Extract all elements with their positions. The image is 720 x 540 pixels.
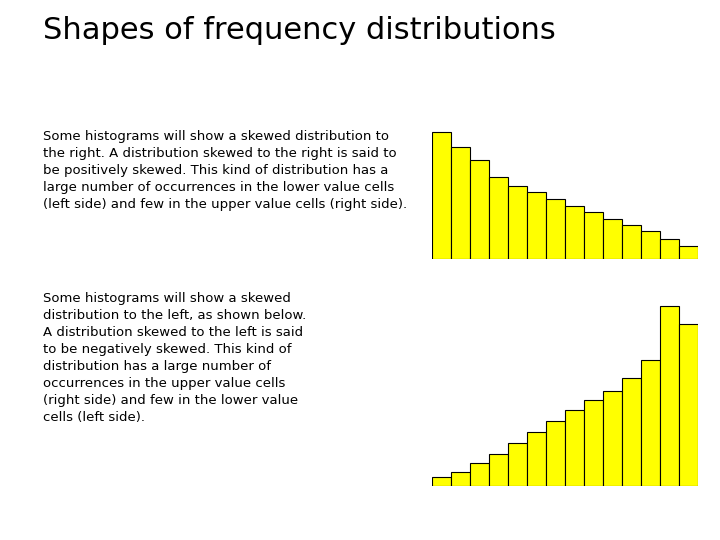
Bar (489, 177, 508, 259)
Bar (584, 400, 603, 486)
Bar (660, 306, 680, 486)
Bar (470, 463, 489, 486)
Bar (642, 360, 660, 486)
Bar (451, 147, 470, 259)
Bar (508, 443, 527, 486)
Text: Some histograms will show a skewed distribution to
the right. A distribution ske: Some histograms will show a skewed distr… (43, 130, 408, 211)
Bar (622, 378, 642, 486)
Bar (451, 471, 470, 486)
Bar (508, 186, 527, 259)
Bar (527, 432, 546, 486)
Bar (603, 390, 622, 486)
Bar (565, 206, 584, 259)
Bar (680, 246, 698, 259)
Bar (603, 219, 622, 259)
Text: Shapes of frequency distributions: Shapes of frequency distributions (43, 16, 556, 45)
Bar (680, 324, 698, 486)
Bar (584, 212, 603, 259)
Bar (546, 421, 565, 486)
Bar (470, 160, 489, 259)
Bar (489, 454, 508, 486)
Bar (546, 199, 565, 259)
Bar (622, 225, 642, 259)
Bar (660, 239, 680, 259)
Text: Some histograms will show a skewed
distribution to the left, as shown below.
A d: Some histograms will show a skewed distr… (43, 292, 307, 423)
Bar (527, 192, 546, 259)
Bar (432, 132, 451, 259)
Bar (642, 231, 660, 259)
Bar (565, 410, 584, 486)
Bar (432, 477, 451, 486)
